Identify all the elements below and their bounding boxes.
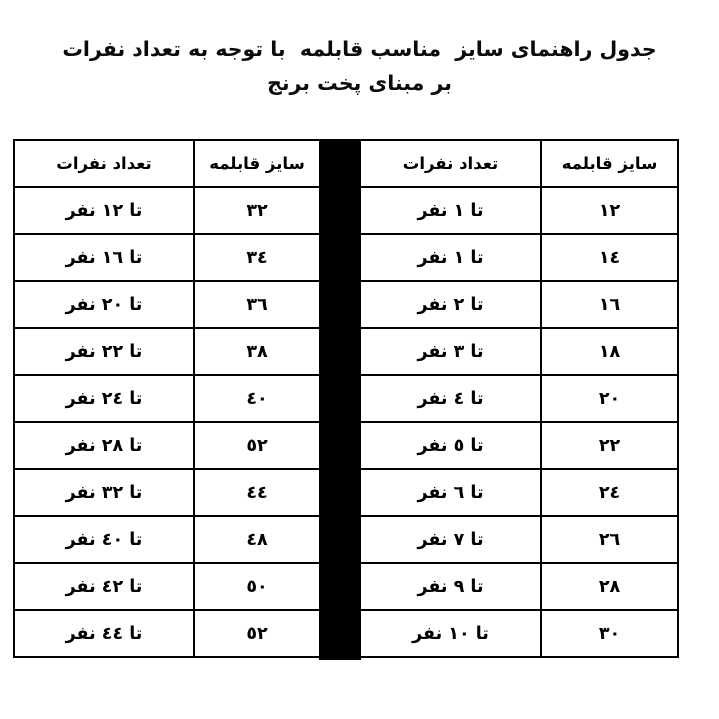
column-header-people: تعداد نفرات <box>13 139 195 188</box>
cell-people-count: تا ٢ نفر <box>359 280 542 329</box>
table-row: ٣٨ تا ٢٢ نفر <box>13 327 321 376</box>
table-head-left: سایز قابلمه تعداد نفرات <box>13 139 321 188</box>
table-body-left: ٣٢ تا ١٢ نفر ٣٤ تا ١٦ نفر ٣٦ تا ٢٠ نفر ٣٨ تا ٢٢… <box>13 186 321 658</box>
table-row: ٥٠ تا ٤٢ نفر <box>13 562 321 611</box>
cell-pot-size: ٤٨ <box>193 515 321 564</box>
table-row: ٣٤ تا ١٦ نفر <box>13 233 321 282</box>
table-row: ٢٢ تا ٥ نفر <box>359 421 679 470</box>
cell-pot-size: ٢٤ <box>540 468 679 517</box>
cell-pot-size: ٤٠ <box>193 374 321 423</box>
table-row: ٣٢ تا ١٢ نفر <box>13 186 321 235</box>
cell-pot-size: ٥٢ <box>193 609 321 658</box>
cell-pot-size: ٣٦ <box>193 280 321 329</box>
cell-people-count: تا ٥ نفر <box>359 421 542 470</box>
cell-people-count: تا ٧ نفر <box>359 515 542 564</box>
title-line-1: جدول راهنمای سایز مناسب قابلمه با توجه ب… <box>62 37 657 61</box>
column-header-people: تعداد نفرات <box>359 139 542 188</box>
pot-size-table-right: سایز قابلمه تعداد نفرات ١٢ تا ١ نفر ١٤ تا ١… <box>359 139 679 658</box>
table-row: ١٤ تا ١ نفر <box>359 233 679 282</box>
table-row: ٢٨ تا ٩ نفر <box>359 562 679 611</box>
table-row: ٤٤ تا ٣٢ نفر <box>13 468 321 517</box>
cell-people-count: تا ٤٤ نفر <box>13 609 195 658</box>
table-row: ٣٠ تا ١٠ نفر <box>359 609 679 658</box>
column-header-size: سایز قابلمه <box>540 139 679 188</box>
cell-pot-size: ٣٤ <box>193 233 321 282</box>
table-row: ٢٦ تا ٧ نفر <box>359 515 679 564</box>
cell-people-count: تا ٤٠ نفر <box>13 515 195 564</box>
cell-pot-size: ١٢ <box>540 186 679 235</box>
divider-band <box>319 139 361 660</box>
cell-pot-size: ١٨ <box>540 327 679 376</box>
cell-pot-size: ١٤ <box>540 233 679 282</box>
cell-people-count: تا ٢٤ نفر <box>13 374 195 423</box>
cell-people-count: تا ١ نفر <box>359 233 542 282</box>
cell-people-count: تا ٣ نفر <box>359 327 542 376</box>
cell-people-count: تا ٢٠ نفر <box>13 280 195 329</box>
cell-people-count: تا ٢٢ نفر <box>13 327 195 376</box>
cell-pot-size: ١٦ <box>540 280 679 329</box>
table-row: ٢٤ تا ٦ نفر <box>359 468 679 517</box>
cell-pot-size: ٥٢ <box>193 421 321 470</box>
cell-people-count: تا ٦ نفر <box>359 468 542 517</box>
cell-people-count: تا ٩ نفر <box>359 562 542 611</box>
table-row: ١٨ تا ٣ نفر <box>359 327 679 376</box>
cell-pot-size: ٢٨ <box>540 562 679 611</box>
pot-size-table-left: سایز قابلمه تعداد نفرات ٣٢ تا ١٢ نفر ٣٤ تا … <box>13 139 321 658</box>
cell-people-count: تا ٤٢ نفر <box>13 562 195 611</box>
cell-pot-size: ٣٠ <box>540 609 679 658</box>
table-row: ٤٠ تا ٢٤ نفر <box>13 374 321 423</box>
table-row: ٢٠ تا ٤ نفر <box>359 374 679 423</box>
table-head-right: سایز قابلمه تعداد نفرات <box>359 139 679 188</box>
cell-pot-size: ٣٢ <box>193 186 321 235</box>
title-line-2: بر مبنای پخت برنج <box>267 70 452 95</box>
cell-pot-size: ٣٨ <box>193 327 321 376</box>
cell-pot-size: ٢٠ <box>540 374 679 423</box>
cell-pot-size: ٢٦ <box>540 515 679 564</box>
table-row: ١٦ تا ٢ نفر <box>359 280 679 329</box>
cell-people-count: تا ١٦ نفر <box>13 233 195 282</box>
table-header-row: سایز قابلمه تعداد نفرات <box>13 139 321 188</box>
cell-people-count: تا ١٠ نفر <box>359 609 542 658</box>
page-title: جدول راهنمای سایز مناسب قابلمه با توجه ب… <box>0 34 719 100</box>
cell-pot-size: ٢٢ <box>540 421 679 470</box>
column-header-size: سایز قابلمه <box>193 139 321 188</box>
table-body-right: ١٢ تا ١ نفر ١٤ تا ١ نفر ١٦ تا ٢ نفر ١٨ تا ٣ نفر… <box>359 186 679 658</box>
tables-area: سایز قابلمه تعداد نفرات ١٢ تا ١ نفر ١٤ تا ١… <box>13 139 679 660</box>
table-row: ٥٢ تا ٢٨ نفر <box>13 421 321 470</box>
table-header-row: سایز قابلمه تعداد نفرات <box>359 139 679 188</box>
cell-people-count: تا ٣٢ نفر <box>13 468 195 517</box>
cell-people-count: تا ١ نفر <box>359 186 542 235</box>
table-row: ٣٦ تا ٢٠ نفر <box>13 280 321 329</box>
table-row: ١٢ تا ١ نفر <box>359 186 679 235</box>
cell-people-count: تا ٢٨ نفر <box>13 421 195 470</box>
cell-people-count: تا ٤ نفر <box>359 374 542 423</box>
cell-pot-size: ٥٠ <box>193 562 321 611</box>
table-row: ٤٨ تا ٤٠ نفر <box>13 515 321 564</box>
table-row: ٥٢ تا ٤٤ نفر <box>13 609 321 658</box>
cell-pot-size: ٤٤ <box>193 468 321 517</box>
cell-people-count: تا ١٢ نفر <box>13 186 195 235</box>
